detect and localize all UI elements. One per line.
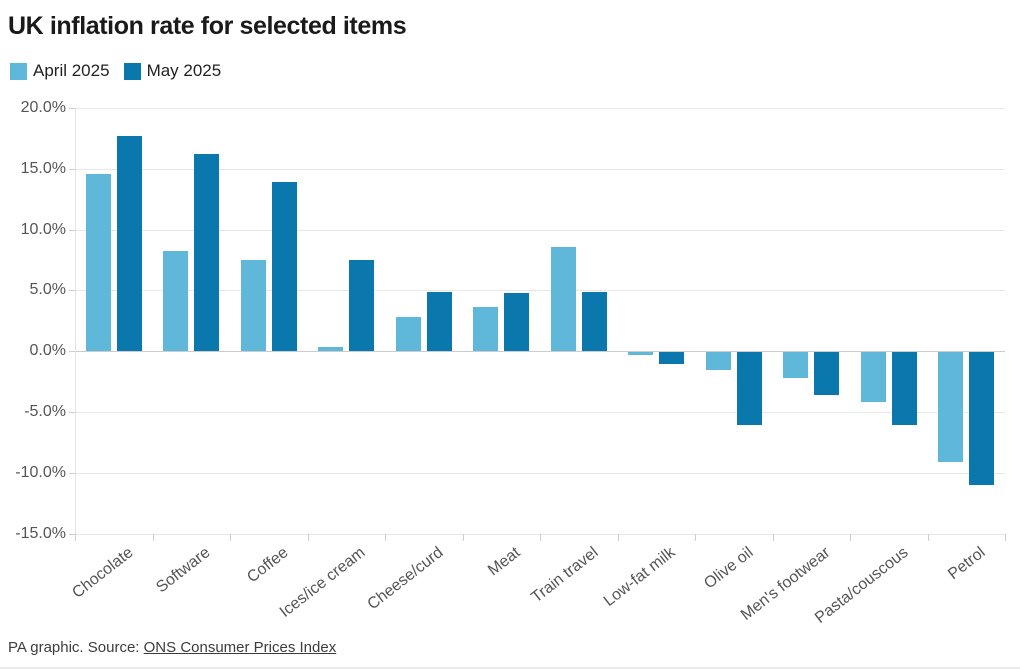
- y-tick-mark--5: [69, 411, 75, 413]
- x-axis-tick: [927, 533, 929, 541]
- y-tick-label-0: 0.0%: [29, 342, 66, 360]
- x-label-petrol: Petrol: [945, 543, 989, 583]
- legend-label: May 2025: [146, 61, 222, 80]
- bar-april-2025-software: [163, 251, 189, 352]
- bar-april-2025-meat: [473, 307, 499, 352]
- y-tick-mark--10: [69, 472, 75, 474]
- bar-may-2025-coffee: [271, 182, 297, 352]
- source-text: PA graphic. Source:: [8, 639, 144, 656]
- bar-may-2025-train-travel: [581, 291, 607, 352]
- y-tick-mark-0: [69, 351, 75, 353]
- x-axis-tick: [850, 533, 851, 541]
- bar-may-2025-olive-oil: [736, 352, 762, 426]
- gridline-10: [75, 229, 1005, 231]
- x-axis-tick: [230, 533, 231, 541]
- x-label-ices-ice-cream: Ices/ice cream: [276, 543, 369, 621]
- bar-may-2025-ices-ice-cream: [349, 259, 375, 352]
- x-label-software: Software: [153, 543, 214, 596]
- bar-may-2025-low-fat-milk: [659, 352, 685, 365]
- bar-may-2025-pasta-couscous: [891, 352, 917, 426]
- y-tick-label--15: -15.0%: [15, 524, 66, 542]
- bar-may-2025-meat: [504, 292, 530, 352]
- x-axis-tick: [462, 533, 464, 541]
- y-tick-mark-10: [69, 229, 75, 231]
- legend-item-may-2025: May 2025: [123, 61, 222, 81]
- gridline-5: [75, 290, 1005, 292]
- x-axis-tick: [617, 533, 619, 541]
- bar-april-2025-men-s-footwear: [783, 352, 809, 378]
- y-tick-mark--15: [69, 533, 75, 535]
- bar-april-2025-cheese-curd: [395, 317, 421, 352]
- x-label-olive-oil: Olive oil: [700, 543, 757, 592]
- gridline--10: [75, 472, 1005, 474]
- x-axis-tick: [695, 533, 696, 541]
- bar-april-2025-petrol: [938, 352, 964, 462]
- y-tick-label-10: 10.0%: [20, 220, 66, 238]
- x-label-train-travel: Train travel: [528, 543, 602, 606]
- y-tick-label--5: -5.0%: [24, 402, 66, 420]
- bar-may-2025-petrol: [969, 352, 995, 485]
- bar-april-2025-low-fat-milk: [628, 352, 654, 355]
- chart-title: UK inflation rate for selected items: [8, 12, 407, 40]
- gridline-20: [75, 108, 1005, 109]
- y-tick-mark-5: [69, 290, 75, 292]
- gridline-15: [75, 168, 1005, 170]
- legend-label: April 2025: [33, 61, 110, 80]
- gridline--5: [75, 411, 1005, 413]
- chart-legend: April 2025 May 2025: [10, 61, 221, 81]
- x-axis-tick: [772, 533, 774, 541]
- y-axis-line: [75, 108, 76, 534]
- x-label-cheese-curd: Cheese/curd: [364, 543, 447, 613]
- bar-april-2025-coffee: [240, 259, 266, 352]
- source-note: PA graphic. Source: ONS Consumer Prices …: [8, 639, 336, 656]
- x-label-low-fat-milk: Low-fat milk: [600, 543, 679, 610]
- bar-may-2025-cheese-curd: [426, 291, 452, 352]
- x-label-coffee: Coffee: [243, 543, 292, 586]
- y-tick-mark-15: [69, 168, 75, 170]
- legend-swatch-icon: [10, 62, 27, 80]
- bar-may-2025-software: [194, 154, 220, 352]
- bar-april-2025-ices-ice-cream: [318, 347, 344, 352]
- x-axis-tick: [385, 533, 386, 541]
- y-tick-mark-20: [69, 108, 75, 109]
- bar-april-2025-pasta-couscous: [860, 352, 886, 402]
- bar-april-2025-train-travel: [550, 246, 576, 352]
- x-axis-tick: [75, 533, 76, 541]
- x-axis-tick: [1005, 533, 1006, 541]
- legend-item-april-2025: April 2025: [10, 61, 110, 81]
- bar-april-2025-olive-oil: [705, 352, 731, 371]
- x-label-chocolate: Chocolate: [68, 543, 137, 602]
- y-tick-label-15: 15.0%: [20, 159, 66, 177]
- bar-april-2025-chocolate: [85, 173, 111, 352]
- x-axis-tick: [540, 533, 541, 541]
- legend-swatch-icon: [123, 62, 141, 80]
- x-axis-tick: [307, 533, 309, 541]
- y-tick-label--10: -10.0%: [15, 463, 66, 481]
- gridline-0: [75, 351, 1005, 353]
- x-label-meat: Meat: [485, 543, 524, 579]
- bar-may-2025-chocolate: [116, 135, 142, 352]
- y-tick-label-5: 5.0%: [29, 281, 66, 299]
- source-link[interactable]: ONS Consumer Prices Index: [143, 639, 337, 656]
- bar-may-2025-men-s-footwear: [814, 352, 840, 395]
- y-tick-label-20: 20.0%: [20, 99, 66, 116]
- x-axis-tick: [152, 533, 154, 541]
